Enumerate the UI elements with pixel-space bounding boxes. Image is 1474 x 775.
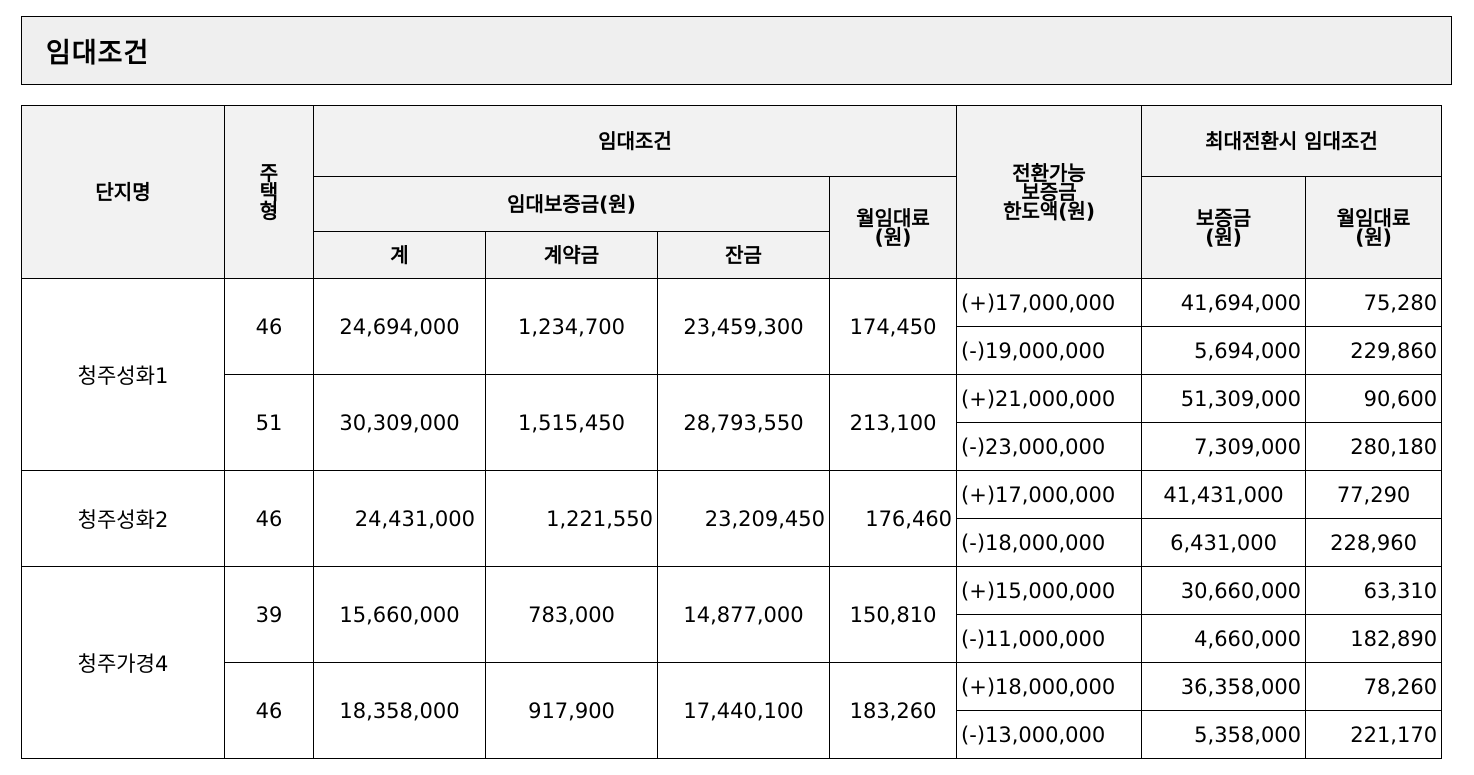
header-convertible-limit: 전환가능 보증금 한도액(원) xyxy=(956,105,1143,279)
monthly-rent: 183,260 xyxy=(828,662,958,759)
table-row: (-)19,000,000 5,694,000 229,860 xyxy=(22,326,1443,375)
deposit-total: 15,660,000 xyxy=(313,566,486,663)
header-max-deposit: 보증금 (원) xyxy=(1141,176,1307,279)
max-rent: 77,290 xyxy=(1305,470,1443,519)
deposit-contract: 1,221,550 xyxy=(485,470,658,567)
max-deposit: 30,660,000 xyxy=(1141,566,1307,615)
max-rent: 221,170 xyxy=(1305,710,1443,759)
table-row: 51 30,309,000 1,515,450 28,793,550 213,1… xyxy=(22,374,1443,471)
deposit-contract: 783,000 xyxy=(485,566,658,663)
conversion-limit: (-)18,000,000 xyxy=(956,518,1143,567)
max-deposit: 5,694,000 xyxy=(1141,326,1307,375)
deposit-contract: 917,900 xyxy=(485,662,658,759)
monthly-rent: 176,460 xyxy=(828,470,958,567)
max-deposit: 7,309,000 xyxy=(1141,422,1307,471)
max-deposit: 36,358,000 xyxy=(1141,662,1307,711)
table-row: (-)13,000,000 5,358,000 221,170 xyxy=(22,710,1443,759)
rental-conditions-table: 단지명 주 택 형 임대조건 전환가능 보증금 한도액(원) 최대전환시 임대조… xyxy=(21,105,1443,759)
table-row: 46 18,358,000 917,900 17,440,100 183,260… xyxy=(22,662,1443,759)
deposit-balance: 23,209,450 xyxy=(657,470,830,567)
section-title: 임대조건 xyxy=(46,38,150,69)
housing-type: 46 xyxy=(224,278,314,375)
max-deposit: 51,309,000 xyxy=(1141,374,1307,423)
max-rent: 280,180 xyxy=(1305,422,1443,471)
max-rent: 78,260 xyxy=(1305,662,1443,711)
complex-name: 청주성화1 xyxy=(21,278,225,471)
section-title-box: 임대조건 xyxy=(21,16,1452,85)
deposit-contract: 1,515,450 xyxy=(485,374,658,471)
max-rent: 90,600 xyxy=(1305,374,1443,423)
header-balance: 잔금 xyxy=(657,231,830,279)
header-housing-type: 주 택 형 xyxy=(224,105,314,279)
deposit-balance: 14,877,000 xyxy=(657,566,830,663)
housing-type: 51 xyxy=(224,374,314,471)
deposit-total: 30,309,000 xyxy=(313,374,486,471)
max-rent: 182,890 xyxy=(1305,614,1443,663)
deposit-total: 24,694,000 xyxy=(313,278,486,375)
max-rent: 228,960 xyxy=(1305,518,1443,567)
max-rent: 75,280 xyxy=(1305,278,1443,327)
conversion-limit: (-)11,000,000 xyxy=(956,614,1143,663)
complex-name: 청주성화2 xyxy=(21,470,225,567)
header-rental-conditions: 임대조건 xyxy=(312,105,958,177)
monthly-rent: 150,810 xyxy=(828,566,958,663)
deposit-balance: 17,440,100 xyxy=(657,662,830,759)
deposit-balance: 23,459,300 xyxy=(657,278,830,375)
monthly-rent: 174,450 xyxy=(828,278,958,375)
conversion-limit: (+)15,000,000 xyxy=(956,566,1143,615)
deposit-contract: 1,234,700 xyxy=(485,278,658,375)
deposit-balance: 28,793,550 xyxy=(657,374,830,471)
housing-type: 39 xyxy=(224,566,314,663)
monthly-rent: 213,100 xyxy=(828,374,958,471)
complex-name: 청주가경4 xyxy=(21,566,225,759)
conversion-limit: (+)17,000,000 xyxy=(956,470,1143,519)
header-max-rent: 월임대료 (원) xyxy=(1305,176,1443,279)
conversion-limit: (-)19,000,000 xyxy=(956,326,1143,375)
max-deposit: 6,431,000 xyxy=(1141,518,1307,567)
header-total: 계 xyxy=(313,231,486,279)
header-max-conversion: 최대전환시 임대조건 xyxy=(1141,105,1443,177)
max-deposit: 41,431,000 xyxy=(1141,470,1307,519)
header-monthly-rent: 월임대료 (원) xyxy=(828,176,958,279)
max-deposit: 41,694,000 xyxy=(1141,278,1307,327)
header-contract: 계약금 xyxy=(485,231,658,279)
max-rent: 63,310 xyxy=(1305,566,1443,615)
housing-type: 46 xyxy=(224,662,314,759)
conversion-limit: (+)18,000,000 xyxy=(956,662,1143,711)
conversion-limit: (+)21,000,000 xyxy=(956,374,1143,423)
table-row: 청주성화2 46 24,431,000 1,221,550 23,209,450… xyxy=(21,470,1443,567)
header-deposit: 임대보증금(원) xyxy=(313,176,830,232)
conversion-limit: (-)23,000,000 xyxy=(956,422,1143,471)
table-row: 청주가경4 39 15,660,000 783,000 14,877,000 1… xyxy=(21,566,1443,759)
max-deposit: 4,660,000 xyxy=(1141,614,1307,663)
max-rent: 229,860 xyxy=(1305,326,1443,375)
deposit-total: 24,431,000 xyxy=(313,470,486,567)
deposit-total: 18,358,000 xyxy=(313,662,486,759)
max-deposit: 5,358,000 xyxy=(1141,710,1307,759)
table-row: (-)11,000,000 4,660,000 182,890 xyxy=(22,614,1443,663)
conversion-limit: (+)17,000,000 xyxy=(956,278,1143,327)
table-row: 청주성화1 46 24,694,000 1,234,700 23,459,300… xyxy=(21,278,1443,471)
header-complex: 단지명 xyxy=(21,105,225,279)
conversion-limit: (-)13,000,000 xyxy=(956,710,1143,759)
housing-type: 46 xyxy=(224,470,314,567)
